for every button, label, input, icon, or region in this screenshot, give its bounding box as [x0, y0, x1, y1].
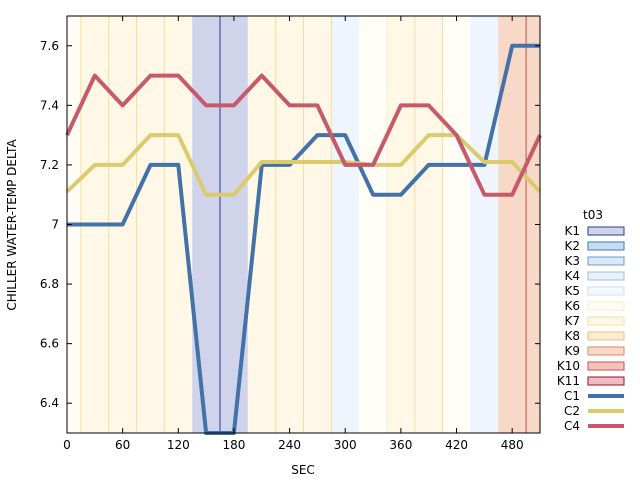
legend-swatch-k11 — [587, 376, 625, 386]
x-tick-label: 300 — [334, 438, 357, 452]
legend-swatch-k10 — [587, 361, 625, 371]
x-axis-ticks: 0 60 120 180 240 300 360 420 480 — [63, 16, 524, 452]
x-tick-label: 120 — [167, 438, 190, 452]
legend-label-k1: K1 — [564, 224, 580, 238]
x-tick-label: 360 — [389, 438, 412, 452]
legend-swatch-k7 — [587, 316, 625, 326]
series-c4-line — [65, 73, 542, 197]
legend-label-k11: K11 — [557, 374, 580, 388]
band-11 — [470, 16, 499, 433]
background-bands — [67, 16, 540, 433]
x-tick-label: 240 — [278, 438, 301, 452]
legend-label-c2: C2 — [564, 404, 580, 418]
legend-label-k7: K7 — [564, 314, 580, 328]
band-7 — [331, 16, 360, 433]
y-tick-label: 6.4 — [40, 396, 59, 410]
series-c1-line — [67, 43, 540, 435]
legend-label-k6: K6 — [564, 299, 580, 313]
x-tick-label: 60 — [115, 438, 130, 452]
legend-label-k4: K4 — [564, 269, 580, 283]
legend-label-k2: K2 — [564, 239, 580, 253]
legend-label-k8: K8 — [564, 329, 580, 343]
legend-label-k10: K10 — [557, 359, 580, 373]
y-tick-label: 7.4 — [40, 98, 59, 112]
y-tick-label: 6.6 — [40, 337, 59, 351]
band-10 — [442, 16, 471, 433]
band-4 — [164, 16, 193, 433]
x-tick-label: 180 — [222, 438, 245, 452]
legend-swatch-k5 — [587, 286, 625, 296]
legend-swatch-k9 — [587, 346, 625, 356]
legend-swatch-k3 — [587, 256, 625, 266]
series-lines — [65, 43, 542, 435]
legend-title: t03 — [583, 208, 603, 222]
y-axis-label: CHILLER WATER-TEMP DELTA — [5, 139, 19, 311]
legend-label-k3: K3 — [564, 254, 580, 268]
band-12 — [498, 16, 540, 433]
y-tick-label: 7.6 — [40, 39, 59, 53]
legend-swatch-k2 — [587, 241, 625, 251]
legend-swatch-k4 — [587, 271, 625, 281]
x-tick-label: 0 — [63, 438, 71, 452]
y-tick-label: 7 — [51, 218, 59, 232]
x-tick-label: 420 — [445, 438, 468, 452]
x-tick-label: 480 — [501, 438, 524, 452]
legend-swatch-k1 — [587, 226, 625, 236]
band-6 — [247, 16, 332, 433]
band-8 — [359, 16, 387, 433]
legend-label-k9: K9 — [564, 344, 580, 358]
legend-swatch-k6 — [587, 301, 625, 311]
legend-swatch-k8 — [587, 331, 625, 341]
y-axis-ticks: 6.4 6.6 6.8 7 7.2 7.4 7.6 — [40, 39, 540, 410]
series-c2-line — [65, 133, 542, 197]
legend-label-k5: K5 — [564, 284, 580, 298]
legend-label-c4: C4 — [564, 419, 580, 433]
legend-label-c1: C1 — [564, 389, 580, 403]
y-tick-label: 6.8 — [40, 277, 59, 291]
y-tick-label: 7.2 — [40, 158, 59, 172]
x-axis-label: SEC — [291, 463, 315, 477]
